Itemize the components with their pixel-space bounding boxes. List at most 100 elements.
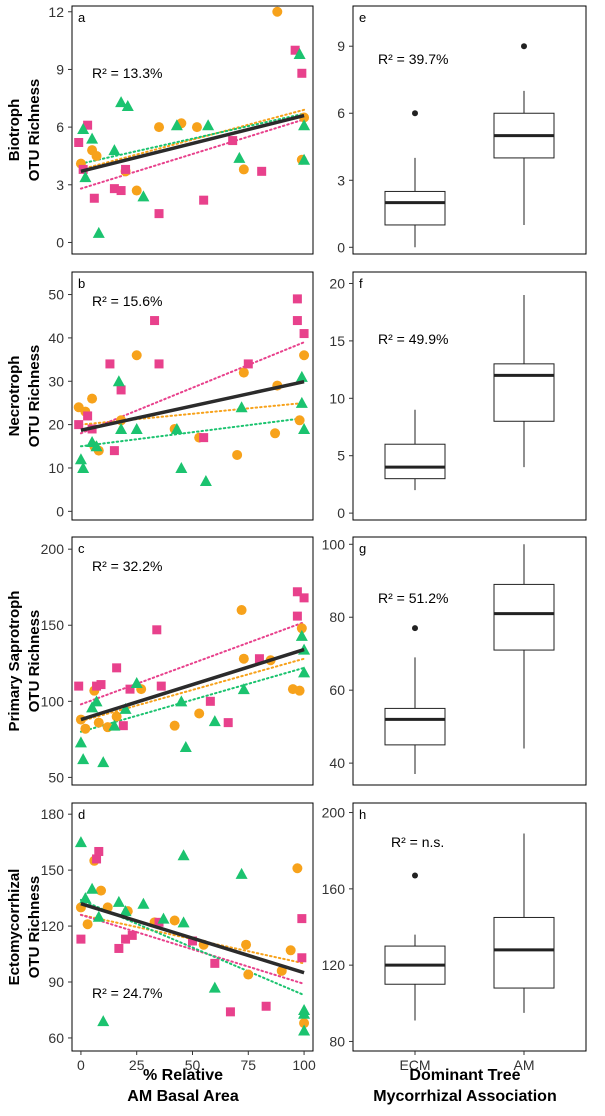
point-green-triangle — [298, 153, 311, 165]
box-frame — [352, 5, 587, 255]
point-green-triangle — [295, 370, 308, 382]
point-pink-square — [105, 359, 115, 369]
r-squared-label: R² = 13.3% — [92, 65, 162, 81]
point-pink-square — [243, 359, 253, 369]
point-pink-square — [290, 45, 300, 55]
point-pink-square — [74, 681, 84, 691]
point-green-triangle — [298, 119, 311, 131]
y-tick-label: 12 — [48, 4, 64, 20]
boxplot-ecm — [384, 110, 446, 248]
y-tick-label: 10 — [329, 390, 345, 406]
point-pink-square — [299, 593, 309, 603]
point-green-triangle — [108, 144, 121, 156]
y-tick-label: 150 — [41, 862, 65, 878]
point-green-triangle — [298, 1007, 311, 1019]
point-green-triangle — [86, 132, 99, 144]
point-pink-square — [109, 184, 119, 194]
point-green-triangle — [79, 171, 92, 183]
series-fit-line-orange — [79, 657, 306, 723]
point-orange-circle — [111, 711, 122, 722]
box-iqr — [493, 916, 555, 989]
y-axis-label-line1: Biotroph — [6, 99, 23, 161]
y-tick-label: 0 — [56, 503, 64, 519]
point-orange-circle — [194, 708, 205, 719]
panel-letter: e — [359, 10, 366, 25]
y-tick-label: 200 — [322, 805, 346, 821]
r-squared-label: R² = 15.6% — [92, 293, 162, 309]
point-orange-circle — [191, 122, 202, 133]
x-tick-label: 100 — [292, 1057, 316, 1073]
point-green-triangle — [295, 629, 308, 641]
point-green-triangle — [121, 99, 134, 111]
box-frame — [352, 802, 587, 1052]
point-orange-circle — [82, 919, 93, 930]
point-pink-square — [116, 186, 126, 196]
y-tick-label: 60 — [48, 1030, 64, 1046]
box-iqr — [493, 583, 555, 651]
box-iqr — [384, 707, 446, 746]
r-squared-label: R² = 49.9% — [378, 331, 448, 347]
y-tick-label: 60 — [329, 682, 345, 698]
box-panel-h: 80 120 160 200 ECM AM h R² = n.s. — [322, 802, 587, 1073]
x-tick-label: AM — [514, 1057, 535, 1073]
point-green-triangle — [298, 422, 311, 434]
box-panel-g: 40 60 80 100 g R² = 51.2% — [322, 536, 587, 786]
box-x-label-line1: Dominant Tree — [409, 1067, 520, 1084]
point-pink-square — [154, 209, 164, 219]
point-green-triangle — [92, 910, 105, 922]
y-tick-label: 150 — [41, 617, 65, 633]
box-iqr — [384, 190, 446, 226]
point-green-triangle — [130, 422, 143, 434]
y-axis-label-line1: Ectomycorrhizal — [6, 869, 23, 986]
scatter-panel-d: 60 90 120 150 180 0 25 50 75 100 d R² = 24.7% — [41, 802, 316, 1073]
row-group-1: Biotroph OTU Richness 0 3 6 9 12 a R² = 13.3% 0 3 6… — [6, 4, 587, 255]
point-pink-square — [292, 587, 302, 597]
row-group-4: Ectomycorrhizal OTU Richness 60 90 120 150 180… — [6, 802, 587, 1073]
point-green-triangle — [86, 701, 99, 713]
y-axis-label-line2: OTU Richness — [26, 345, 43, 448]
point-orange-circle — [232, 449, 243, 460]
scatter-frame — [71, 5, 314, 255]
point-orange-circle — [294, 685, 305, 696]
r-squared-label: R² = 51.2% — [378, 590, 448, 606]
boxplot-am — [493, 294, 555, 468]
point-pink-square — [150, 316, 160, 326]
point-pink-square — [254, 654, 264, 664]
series-fit-line-green — [79, 112, 306, 165]
point-green-triangle — [112, 375, 125, 387]
y-tick-label: 40 — [48, 330, 64, 346]
series-fit-line-green — [79, 417, 306, 448]
point-green-triangle — [293, 48, 306, 60]
y-tick-label: 160 — [322, 881, 346, 897]
boxplot-am: AM — [493, 833, 555, 1073]
y-tick-label: 9 — [337, 38, 345, 54]
point-green-triangle — [170, 422, 183, 434]
point-green-triangle — [130, 677, 143, 689]
point-pink-square — [116, 385, 126, 395]
y-axis-label-line1: Primary Saprotroph — [6, 591, 23, 732]
point-pink-square — [118, 721, 128, 731]
overall-fit-line — [80, 113, 305, 174]
y-tick-label: 20 — [329, 275, 345, 291]
boxplot-am — [493, 43, 555, 225]
y-tick-label: 80 — [329, 1033, 345, 1049]
y-tick-label: 20 — [48, 417, 64, 433]
y-tick-label: 9 — [56, 61, 64, 77]
point-pink-square — [121, 164, 131, 174]
point-pink-square — [257, 166, 267, 176]
point-green-triangle — [295, 396, 308, 408]
y-tick-label: 0 — [337, 505, 345, 521]
panel-letter: g — [359, 541, 366, 556]
y-tick-label: 0 — [56, 234, 64, 250]
point-pink-square — [74, 420, 84, 430]
y-tick-label: 6 — [56, 119, 64, 135]
scatter-x-label-line1: % Relative — [143, 1067, 223, 1084]
y-axis-label-line1: Necrotroph — [6, 356, 23, 437]
point-green-triangle — [199, 474, 212, 486]
point-pink-square — [292, 316, 302, 326]
y-tick-label: 80 — [329, 609, 345, 625]
point-pink-square — [112, 663, 122, 673]
